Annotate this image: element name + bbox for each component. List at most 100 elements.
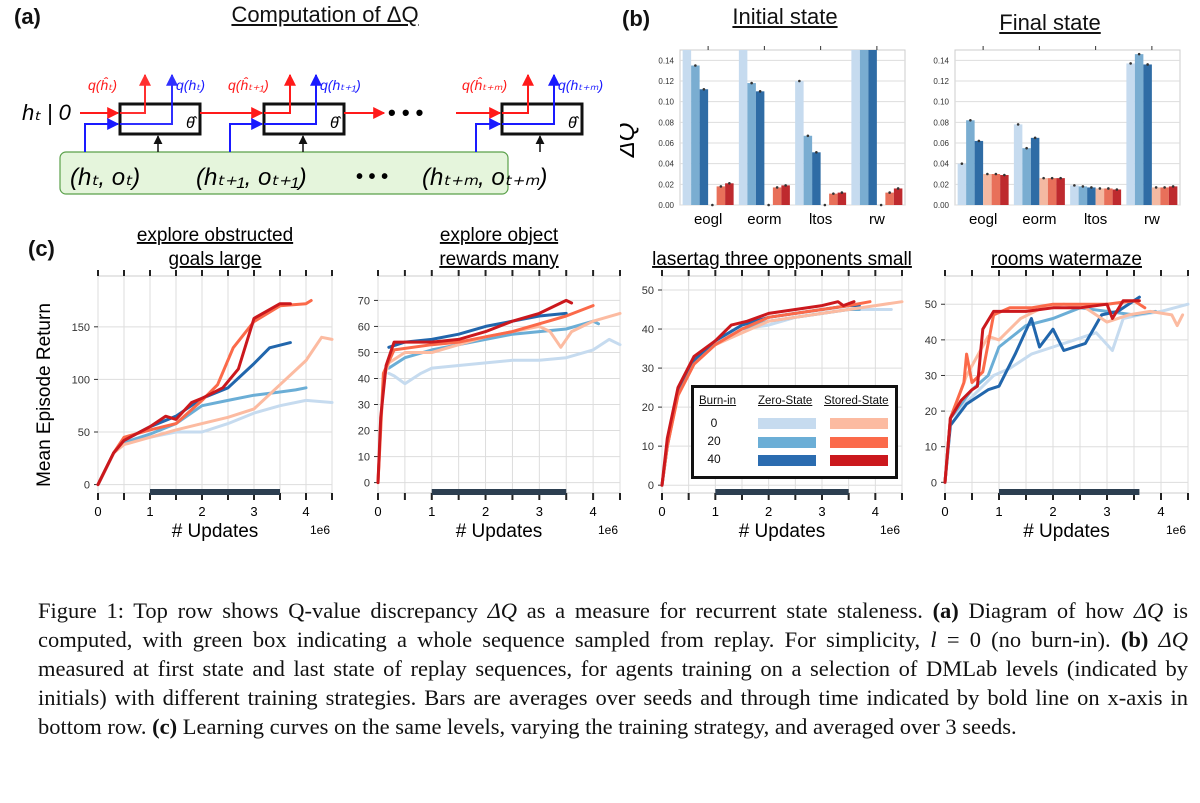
bar-y-axis-label: ΔQ <box>620 123 640 159</box>
x-tick-label: 0 <box>941 504 948 519</box>
error-bar <box>767 203 770 207</box>
line-chart-4: rooms watermaze 0 1 2 3 4 # Updates 1e6 0 10 20 30 4… <box>925 249 1190 542</box>
legend-swatch-zero-40 <box>758 455 816 466</box>
svg-text:q(hₜ₊₁): q(hₜ₊₁) <box>320 77 361 93</box>
bar <box>738 50 748 205</box>
y-tick-label: 0.06 <box>933 139 949 148</box>
x-tick-label: 1 <box>146 504 153 519</box>
bar <box>1104 188 1113 205</box>
chart-title-line-2: goals large <box>169 249 262 270</box>
chart-title: lasertag three opponents small <box>652 249 912 270</box>
delta-q-diagram: hₜ | 0 θ̂ q(ĥₜ) q(hₜ) θ̂ q(ĥₜ₊₁) q(hₜ₊₁)… <box>22 73 603 195</box>
bar <box>1047 178 1057 205</box>
y-tick-label: 30 <box>925 370 937 382</box>
bar <box>983 174 992 205</box>
network-cell-2 <box>262 102 346 136</box>
y-tick-label: 100 <box>72 374 90 386</box>
error-bar <box>798 79 801 83</box>
bar <box>755 91 765 205</box>
svg-text:q(ĥₜ₊₁): q(ĥₜ₊₁) <box>228 76 269 93</box>
y-tick-label: 50 <box>358 347 370 359</box>
bar <box>1039 178 1048 205</box>
sequence-item-1: (hₜ, oₜ) <box>70 164 140 191</box>
averaging-interval-bar <box>999 489 1140 495</box>
x-tick-label: 3 <box>818 504 825 519</box>
error-bar <box>1003 173 1006 177</box>
y-axis-label: Mean Episode Return <box>34 303 55 487</box>
bar <box>991 174 1001 205</box>
series-line <box>660 300 856 487</box>
legend: Burn-in Zero-State Stored-State 0 20 40 <box>691 385 898 479</box>
network-cell-3 <box>500 102 584 136</box>
x-scale-label: 1e6 <box>880 523 900 537</box>
x-axis-label: # Updates <box>1023 521 1110 542</box>
y-tick-label: 0.08 <box>933 118 949 127</box>
bar <box>795 81 804 205</box>
averaging-interval-bar <box>431 489 567 495</box>
y-tick-label: 40 <box>642 324 654 336</box>
legend-header-burnin: Burn-in <box>699 395 737 407</box>
caption-segment <box>1148 627 1158 652</box>
x-tick-label: 3 <box>250 504 257 519</box>
svg-text:q(ĥₜ₊ₘ): q(ĥₜ₊ₘ) <box>462 76 507 93</box>
x-tick-label: eogl <box>694 211 722 228</box>
error-bar <box>1042 176 1045 180</box>
bar-chart-title-initial: Initial state <box>732 4 838 29</box>
learning-curves: Mean Episode Return explore obstructed goa… <box>34 225 1190 542</box>
bar <box>1030 137 1040 205</box>
error-bar <box>1033 136 1037 140</box>
legend-swatch-stored-0 <box>830 418 888 429</box>
y-tick-label: 0.02 <box>933 180 949 189</box>
bar <box>725 183 734 205</box>
svg-text:q(hₜ): q(hₜ) <box>176 77 205 93</box>
bar <box>772 187 782 205</box>
caption-segment: (a) <box>932 598 959 623</box>
bar <box>691 65 700 205</box>
y-tick-label: 0.04 <box>658 160 674 169</box>
bar <box>812 152 821 205</box>
bar <box>1126 63 1135 205</box>
error-bar <box>1050 176 1054 180</box>
x-tick-label: 1 <box>995 504 1002 519</box>
y-tick-label: 30 <box>642 363 654 375</box>
chart-title-line-1: explore obstructed <box>137 225 293 246</box>
svg-text:θ̂: θ̂ <box>568 115 580 132</box>
series-line <box>96 302 292 487</box>
error-bar <box>960 162 964 165</box>
error-bar <box>806 134 810 138</box>
panel-c-label: (c) <box>28 236 55 261</box>
bar <box>1013 124 1023 205</box>
ellipsis: • • • <box>388 100 423 125</box>
error-bar <box>815 151 818 154</box>
svg-text:q(ĥₜ): q(ĥₜ) <box>88 76 117 93</box>
error-bar <box>702 87 706 91</box>
error-bar <box>823 203 827 207</box>
x-axis-label: # Updates <box>172 521 259 542</box>
error-bar <box>1081 185 1085 188</box>
svg-text:q(hₜ₊ₘ): q(hₜ₊ₘ) <box>558 77 603 93</box>
error-bar <box>1154 186 1158 189</box>
legend-burnin-0: 0 <box>710 416 718 430</box>
caption-segment: ΔQ <box>487 598 518 623</box>
x-tick-label: eorm <box>747 211 781 228</box>
plot-area <box>97 275 333 494</box>
series-line <box>96 299 313 487</box>
sequence-item-3: (hₜ₊ₘ, oₜ₊ₘ) <box>422 164 547 191</box>
caption-segment: measured at first state and last state o… <box>38 656 1188 739</box>
x-tick-label: 1 <box>712 504 719 519</box>
y-tick-label: 40 <box>925 335 937 347</box>
chart-title: rooms watermaze <box>991 249 1142 270</box>
bar <box>1095 188 1105 205</box>
error-bar <box>1016 123 1020 126</box>
bar <box>1151 187 1161 205</box>
y-tick-label: 150 <box>72 322 90 334</box>
x-tick-label: 0 <box>374 504 381 519</box>
bar <box>803 135 813 205</box>
legend-burnin-40: 40 <box>707 452 721 466</box>
caption-segment: Figure 1: Top row shows Q-value discrepa… <box>38 598 488 623</box>
error-bar <box>1059 176 1062 180</box>
error-bar <box>1163 186 1166 189</box>
bar-chart-title-final: Final state <box>999 10 1101 35</box>
sequence-ellipsis: • • • <box>356 166 388 188</box>
error-bar <box>694 64 697 67</box>
